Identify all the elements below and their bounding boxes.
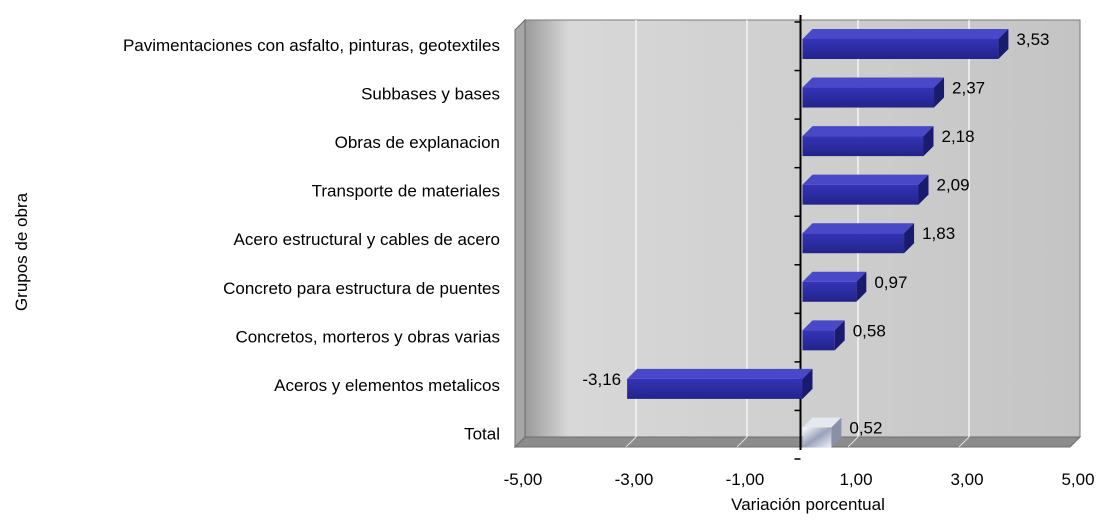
value-label: 1,83 bbox=[922, 224, 955, 243]
category-label: Transporte de materiales bbox=[312, 182, 500, 201]
bar-1 bbox=[802, 77, 945, 108]
bar-8 bbox=[802, 417, 842, 448]
category-label: Total bbox=[464, 424, 500, 443]
category-label: Obras de explanacion bbox=[335, 133, 500, 152]
bar-side-face bbox=[934, 77, 945, 108]
bar-top-face bbox=[802, 126, 934, 137]
bar-side-face bbox=[998, 29, 1009, 59]
bar-top-face bbox=[802, 417, 842, 428]
bar-front-face bbox=[802, 39, 999, 59]
grid-line-floor bbox=[847, 436, 859, 448]
value-label: 0,97 bbox=[874, 273, 907, 292]
bar-side-face bbox=[918, 174, 929, 205]
bar-side-face bbox=[923, 126, 934, 157]
x-tick-label: 3,00 bbox=[950, 470, 983, 489]
bar-top-face bbox=[802, 77, 945, 88]
x-tick-labels: -5,00 -3,00 -1,00 1,00 3,00 5,00 bbox=[504, 470, 1095, 489]
bar-6 bbox=[802, 320, 845, 351]
x-tick-label: -5,00 bbox=[504, 470, 543, 489]
bar-side-face bbox=[802, 368, 813, 399]
bar-front-face bbox=[802, 427, 832, 448]
left-wall bbox=[514, 18, 526, 449]
bar-top-face bbox=[802, 271, 867, 282]
value-label: 2,09 bbox=[936, 176, 969, 195]
bar-top-face bbox=[802, 320, 845, 331]
bar-side-face bbox=[904, 223, 915, 254]
x-tick-label: -3,00 bbox=[615, 470, 654, 489]
value-label: 3,53 bbox=[1016, 30, 1049, 49]
bar-front-face bbox=[802, 184, 919, 205]
bar-front-face bbox=[802, 233, 905, 254]
bar-3 bbox=[802, 174, 929, 205]
category-label: Acero estructural y cables de acero bbox=[234, 230, 500, 249]
grid-line-floor bbox=[736, 436, 748, 448]
bar-side-face bbox=[856, 271, 867, 302]
bar-top-face bbox=[802, 174, 929, 185]
category-label: Concretos, morteros y obras varias bbox=[235, 327, 500, 346]
category-label: Subbases y bases bbox=[361, 85, 500, 104]
category-label: Concreto para estructura de puentes bbox=[223, 279, 500, 298]
value-labels: 3,53 2,37 2,18 2,09 1,83 0,97 0,58 -3,16 0,52 bbox=[582, 30, 1049, 437]
bar-2 bbox=[802, 126, 934, 157]
grid-line-floor bbox=[958, 436, 970, 448]
floor bbox=[513, 436, 1082, 448]
x-tick-label: 1,00 bbox=[839, 470, 872, 489]
y-axis-title: Grupos de obra bbox=[12, 192, 31, 311]
bar-top-face bbox=[802, 29, 1009, 39]
bar-4 bbox=[802, 223, 915, 254]
bar-5 bbox=[802, 271, 867, 302]
bar-0 bbox=[802, 29, 1009, 59]
category-labels: Pavimentaciones con asfalto, pinturas, g… bbox=[123, 36, 500, 443]
bar-front-face bbox=[802, 281, 857, 302]
bar-front-face bbox=[802, 87, 935, 108]
value-label: 2,18 bbox=[941, 127, 974, 146]
value-label: -3,16 bbox=[582, 370, 621, 389]
grid-line-floor bbox=[625, 436, 637, 448]
value-label: 0,52 bbox=[849, 418, 882, 437]
bar-top-face bbox=[802, 223, 915, 234]
x-tick-label: -1,00 bbox=[726, 470, 765, 489]
value-label: 0,58 bbox=[853, 321, 886, 340]
bars bbox=[627, 29, 1009, 448]
bar-front-face bbox=[627, 378, 803, 399]
category-label: Pavimentaciones con asfalto, pinturas, g… bbox=[123, 36, 500, 55]
value-label: 2,37 bbox=[952, 79, 985, 98]
bar-top-face bbox=[627, 368, 813, 379]
category-label: Aceros y elementos metalicos bbox=[274, 376, 500, 395]
bar-front-face bbox=[802, 136, 924, 157]
x-tick-label: 5,00 bbox=[1061, 470, 1094, 489]
bar-side-face bbox=[831, 417, 842, 448]
x-axis-title: Variación porcentual bbox=[731, 495, 885, 514]
bar-side-face bbox=[834, 320, 845, 351]
bar-front-face bbox=[802, 330, 835, 351]
bar-7 bbox=[627, 368, 813, 399]
